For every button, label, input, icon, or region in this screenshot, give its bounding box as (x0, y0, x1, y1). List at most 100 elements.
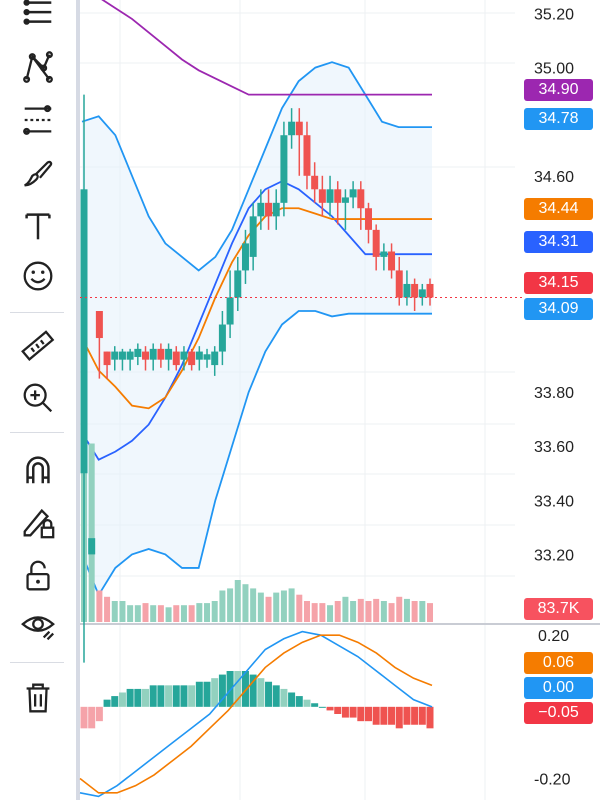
volume-bar (150, 605, 157, 622)
lock-pencil-icon[interactable] (16, 502, 60, 542)
candle-body (134, 348, 142, 357)
candle-body (211, 351, 219, 366)
volume-bar (319, 603, 326, 622)
lower-band-line (81, 310, 432, 597)
macd-histogram-bar (426, 706, 434, 729)
volume-bar (219, 590, 226, 622)
volume-bar (334, 601, 341, 622)
macd-histogram-bar (118, 692, 126, 707)
macd-histogram-bar (103, 699, 111, 707)
volume-bar (104, 596, 111, 622)
candle-body (126, 351, 134, 360)
candle-body (311, 175, 319, 190)
eye-icon[interactable] (16, 606, 60, 646)
candle-body (380, 251, 388, 257)
ruler-icon[interactable] (16, 326, 60, 366)
emoji-icon[interactable] (16, 256, 60, 296)
price-tick-label: 33.80 (534, 385, 574, 402)
macd-histogram-bar (157, 685, 165, 707)
volume-bar (403, 598, 410, 622)
candle-body (288, 121, 296, 136)
macd-histogram-bar (295, 696, 303, 707)
macd-histogram-bar (388, 706, 396, 725)
price-label: 34.15 (524, 272, 593, 294)
macd-histogram-bar (334, 706, 342, 714)
macd-histogram-bar (411, 706, 419, 725)
candle-body (265, 202, 273, 217)
pattern-nodes-icon[interactable] (16, 48, 60, 88)
band-fill (82, 62, 432, 595)
menu-lines-icon[interactable] (16, 0, 60, 34)
macd-histogram-bar (265, 681, 273, 707)
volume-bar (88, 443, 95, 622)
macd-tick-label: 0.20 (538, 628, 569, 645)
volume-bar (242, 584, 249, 622)
volume-bar (350, 601, 357, 622)
trash-icon[interactable] (16, 678, 60, 718)
text-icon[interactable] (16, 206, 60, 246)
price-label: 34.09 (524, 298, 593, 320)
macd-histogram-bar (134, 688, 142, 707)
volume-bar (188, 605, 195, 622)
volume-bar (142, 603, 149, 622)
candle-body (218, 324, 226, 352)
candle-body (234, 270, 242, 298)
price-tick-label: 33.40 (534, 493, 574, 510)
volume-bar (342, 596, 349, 622)
zoom-in-icon[interactable] (16, 378, 60, 418)
macd-histogram-bar (357, 706, 365, 722)
candle-body (88, 538, 96, 555)
macd-histogram-bar (165, 685, 173, 707)
unlock-icon[interactable] (16, 556, 60, 596)
fib-levels-icon[interactable] (16, 100, 60, 140)
macd-histogram-bar (203, 681, 211, 707)
macd-histogram-bar (211, 678, 219, 707)
volume-bar (388, 603, 395, 622)
price-tick-label: 33.20 (534, 547, 574, 564)
volume-bar (119, 601, 126, 622)
candle-body (318, 189, 326, 203)
price-tick-label: 35.20 (534, 7, 574, 24)
volume-bar (419, 601, 426, 622)
candle-body (118, 351, 126, 360)
volume-bar (173, 605, 180, 622)
candle-body (303, 135, 311, 176)
volume-bar (157, 605, 164, 622)
slow-ma-line (81, 207, 432, 410)
macd-histogram-bar (257, 678, 265, 707)
macd-histogram-bar (403, 706, 411, 725)
price-tick-label: 34.60 (534, 169, 574, 186)
candle-body (203, 354, 211, 360)
macd-label: −0.05 (524, 702, 593, 724)
candle-body (165, 348, 173, 360)
macd-histogram-bar (288, 692, 296, 707)
candle-body (357, 189, 365, 209)
volume-bar (373, 598, 380, 622)
macd-histogram-bar (218, 674, 226, 707)
magnet-icon[interactable] (16, 450, 60, 490)
candle-body (188, 351, 196, 366)
signal-line (79, 634, 433, 794)
brush-icon[interactable] (16, 154, 60, 194)
volume-bar (250, 588, 257, 622)
drawing-toolbar (0, 0, 76, 800)
macd-histogram-bar (303, 699, 311, 707)
price-label: 34.31 (524, 231, 593, 253)
macd-histogram-bar (280, 688, 288, 707)
volume-bar (211, 601, 218, 622)
volume-bar (127, 605, 134, 622)
volume-bar (227, 588, 234, 622)
macd-histogram-bar (226, 671, 234, 707)
volume-bar (396, 596, 403, 622)
macd-histogram-bar (249, 674, 257, 707)
macd-histogram-bar (418, 706, 426, 725)
macd-histogram-bar (380, 706, 388, 725)
candle-body (142, 351, 150, 360)
volume-bar (411, 601, 418, 622)
macd-histogram-bar (111, 696, 119, 707)
candle-body (349, 189, 357, 198)
macd-line (79, 630, 433, 798)
volume-bar (327, 605, 334, 622)
volume-bar (380, 601, 387, 622)
